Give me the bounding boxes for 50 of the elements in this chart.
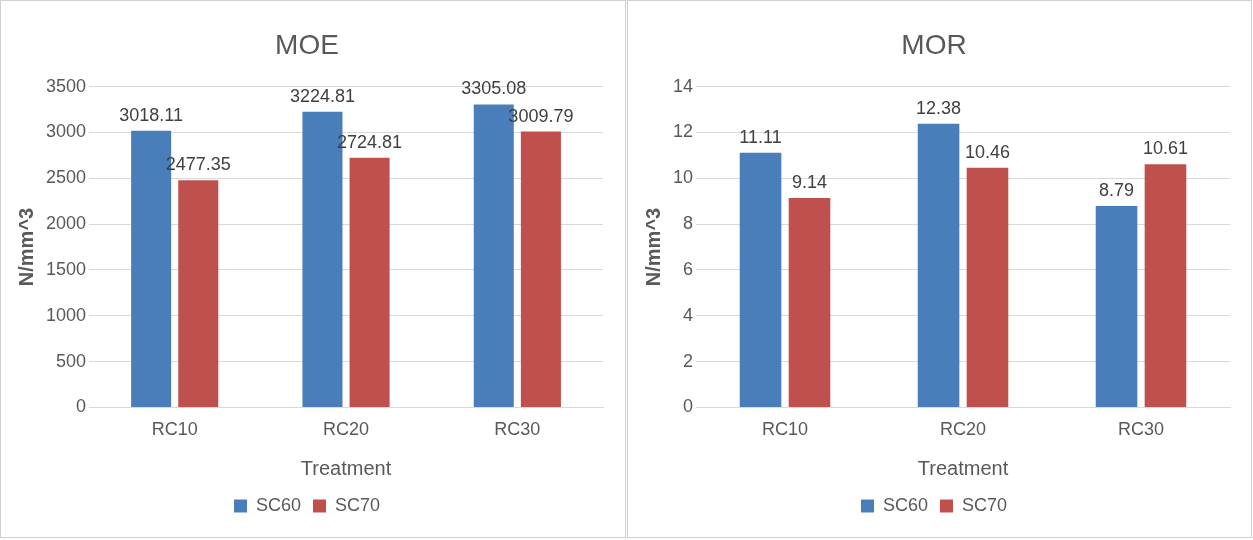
y-tick-label: 2500	[46, 167, 87, 188]
legend-label: SC60	[255, 494, 301, 515]
data-label: 3224.81	[289, 85, 355, 106]
y-tick-label: 10	[672, 167, 693, 188]
bar	[178, 180, 219, 407]
x-axis-title: Treatment	[917, 456, 1009, 479]
x-tick-label: RC10	[151, 419, 198, 440]
y-tick-label: 4	[682, 304, 693, 325]
x-tick-label: RC20	[323, 419, 370, 440]
data-label: 3018.11	[119, 104, 184, 125]
y-tick-label: 1500	[46, 258, 87, 279]
y-tick-label: 500	[56, 350, 87, 371]
y-tick-label: 8	[682, 213, 693, 234]
y-tick-label: 6	[682, 258, 693, 279]
bar	[739, 152, 781, 407]
data-label: 3305.08	[461, 78, 527, 99]
y-tick-label: 0	[682, 396, 693, 417]
legend-label: SC70	[335, 494, 381, 515]
y-axis-title: N/mm^3	[14, 207, 37, 287]
y-tick-label: 3500	[46, 75, 87, 96]
data-label: 11.11	[738, 126, 782, 147]
data-label: 9.14	[791, 171, 827, 192]
bar	[966, 167, 1008, 407]
y-tick-label: 3000	[46, 121, 87, 142]
bar	[520, 131, 561, 407]
bar	[1095, 205, 1137, 407]
bar	[1144, 164, 1186, 407]
x-tick-label: RC20	[939, 419, 986, 440]
y-axis-title: N/mm^3	[641, 207, 664, 287]
bar	[917, 123, 959, 407]
legend-label: SC60	[882, 494, 928, 515]
y-tick-label: 1000	[46, 304, 87, 325]
x-tick-label: RC10	[761, 419, 808, 440]
y-tick-label: 12	[672, 121, 693, 142]
data-label: 10.61	[1142, 138, 1188, 159]
x-axis-title: Treatment	[300, 456, 392, 479]
chart-title: MOR	[900, 28, 967, 60]
y-tick-label: 2000	[46, 213, 87, 234]
legend-label: SC70	[961, 494, 1007, 515]
bar	[349, 157, 390, 407]
data-label: 8.79	[1098, 179, 1134, 200]
x-tick-label: RC30	[494, 419, 541, 440]
data-label: 10.46	[964, 141, 1010, 162]
y-tick-label: 0	[76, 396, 87, 417]
chart-title: MOE	[275, 28, 339, 60]
x-tick-label: RC30	[1117, 419, 1164, 440]
y-tick-label: 14	[672, 75, 693, 96]
data-label: 12.38	[915, 97, 961, 118]
bar	[788, 197, 830, 407]
y-tick-label: 2	[682, 350, 693, 371]
